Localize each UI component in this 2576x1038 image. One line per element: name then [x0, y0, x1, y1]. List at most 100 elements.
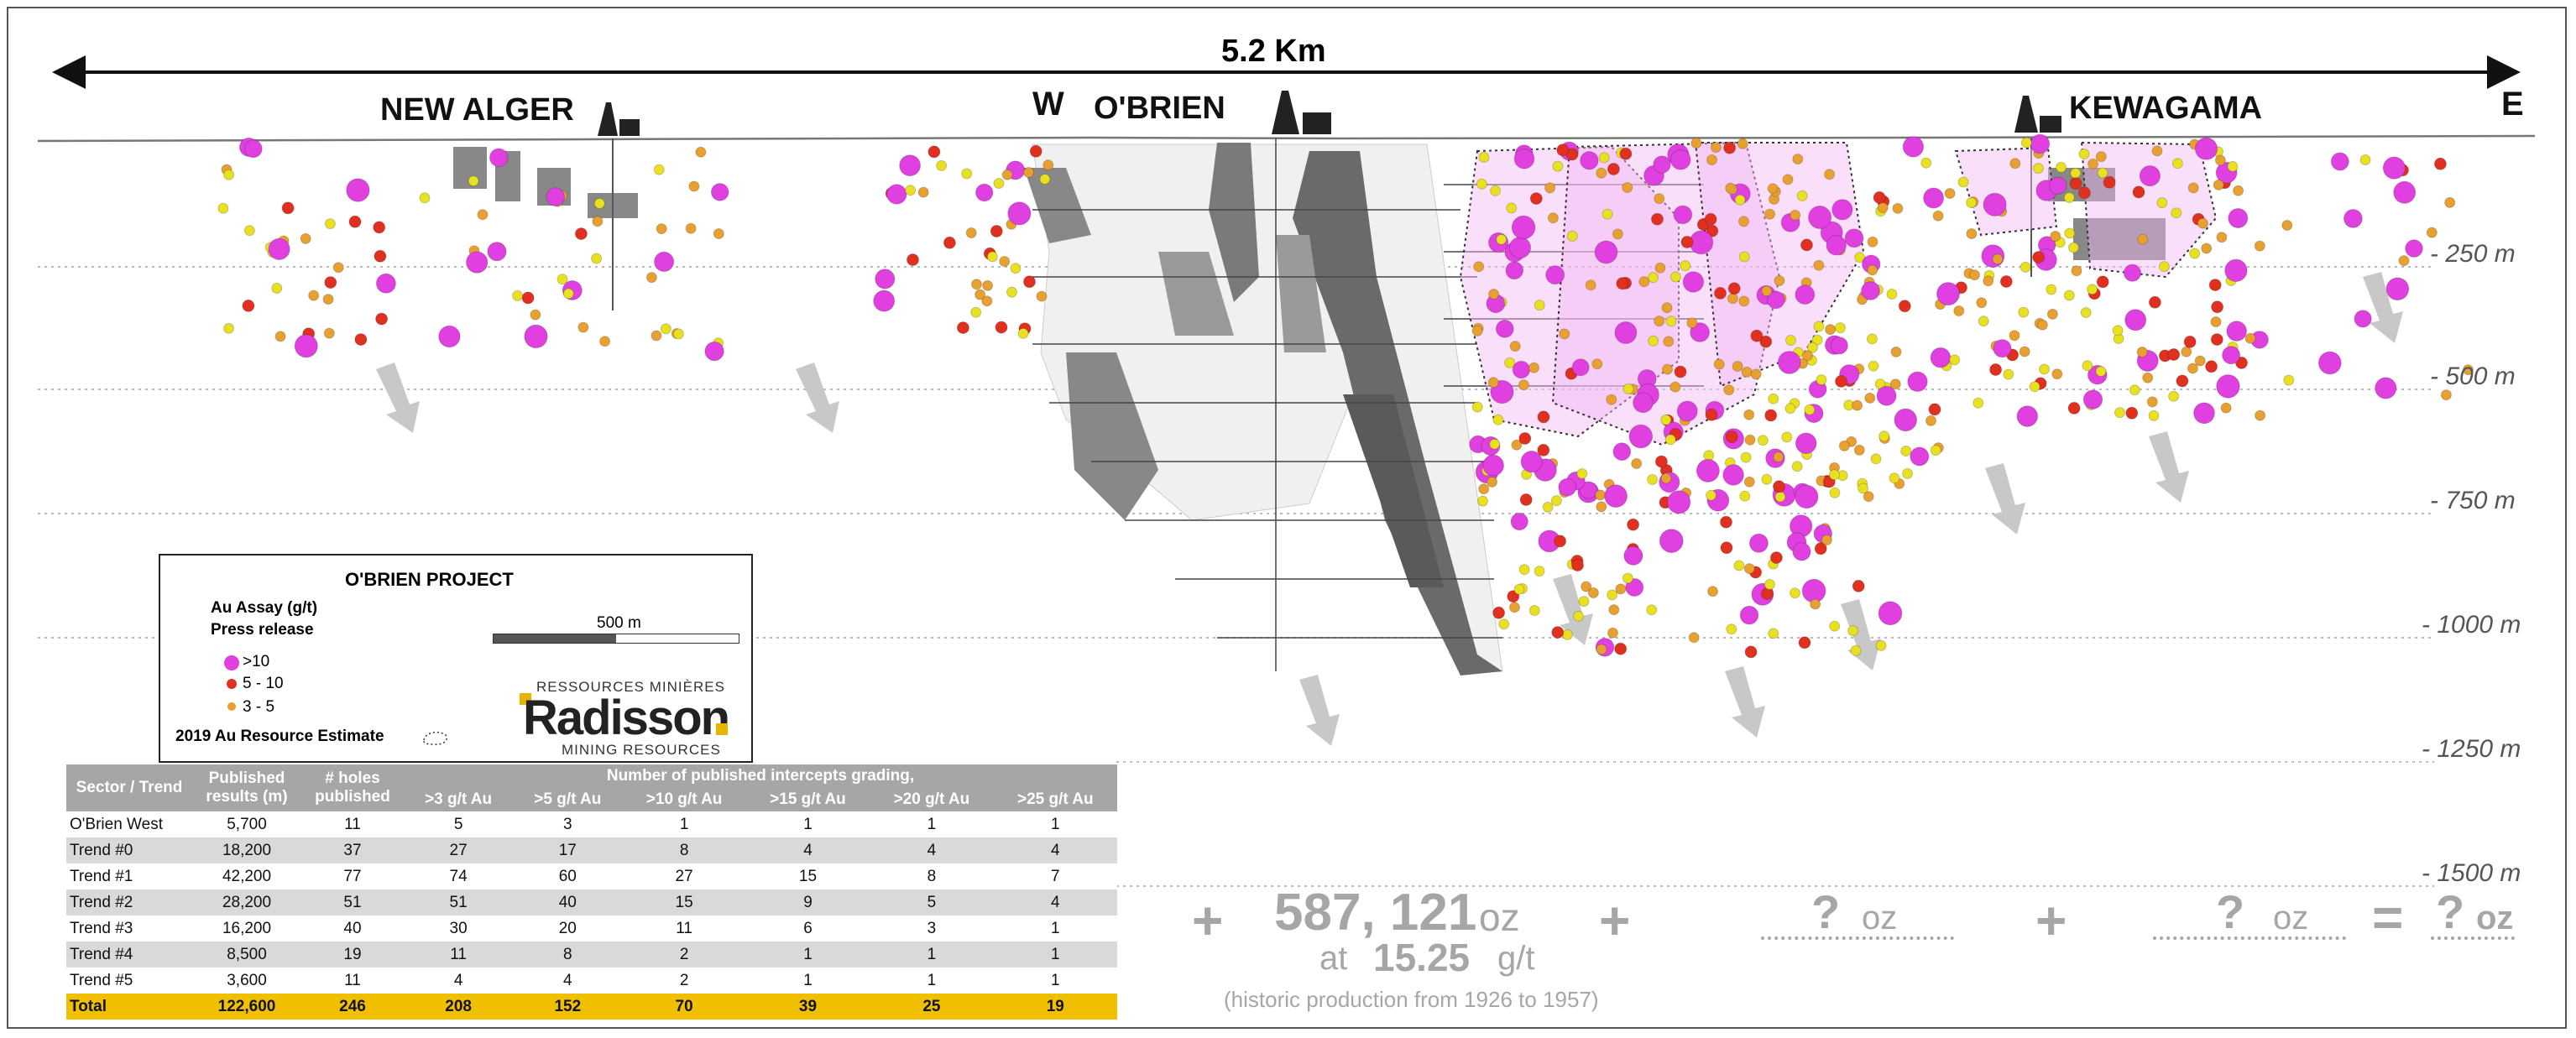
intercept-dot [577, 321, 589, 333]
intercept-dot [971, 279, 982, 290]
intercept-dot [2018, 306, 2030, 318]
intercept-dot [1777, 351, 1801, 374]
intercept-dot [1492, 414, 1504, 425]
intercept-dot [2114, 407, 2125, 419]
intercept-dot [1010, 263, 1022, 274]
intercept-dot [1680, 260, 1691, 272]
table-cell: 11 [301, 968, 404, 994]
table-cell: 1 [993, 942, 1117, 968]
intercept-dot [2171, 158, 2183, 170]
intercept-dot [2148, 409, 2160, 421]
intercept-dot [375, 312, 389, 326]
depth-label: - 1000 m [2422, 611, 2521, 639]
legend-resource-label: 2019 Au Resource Estimate [175, 728, 384, 745]
unknown-ounces: ? [1811, 885, 1841, 938]
direction-west-label: W [1032, 86, 1064, 123]
intercept-dot [1972, 397, 1984, 409]
intercept-dot [1638, 276, 1650, 288]
intercept-dot [1528, 605, 1540, 616]
logo-mark [520, 693, 531, 705]
intercept-dot [986, 251, 998, 263]
intercept-dot [2189, 248, 2201, 259]
intercept-dot [961, 168, 973, 180]
intercept-dot [2142, 372, 2154, 383]
intercept-dot [324, 276, 337, 289]
intercept-dot [521, 291, 535, 305]
intercept-dot [1870, 453, 1882, 465]
intercept-dot [1792, 542, 1811, 561]
intercept-dot [1510, 512, 1528, 531]
intercept-dot [2213, 179, 2224, 190]
intercept-dot [2151, 145, 2163, 157]
intercept-dot [1492, 606, 1506, 619]
intercept-dot [1669, 149, 1691, 170]
table-cell: 60 [513, 863, 623, 889]
intercept-dot [1686, 317, 1698, 329]
intercept-dot [1552, 160, 1564, 172]
intercept-dot [2009, 158, 2021, 170]
intercept-dot [2080, 307, 2092, 318]
intercept-dot [1482, 454, 1504, 477]
intercept-dot [653, 164, 665, 175]
intercept-dot [1764, 409, 1778, 422]
intercept-dot [332, 262, 344, 274]
mine-workings [1024, 143, 1503, 675]
intercept-dot [1720, 541, 1733, 555]
intercept-dot [1767, 290, 1785, 310]
intercept-dot [2405, 239, 2423, 258]
intercept-dot [1725, 182, 1737, 194]
intercept-dot [1743, 563, 1755, 575]
intercept-dot [1534, 566, 1545, 577]
intercept-dot [1898, 300, 1911, 313]
intercept-dot [1519, 493, 1533, 506]
legend-dot-high [224, 655, 239, 670]
intercept-dot [2210, 316, 2222, 327]
intercept-dot [1607, 163, 1620, 175]
intercept-dot [1580, 151, 1599, 170]
intercept-dot [1854, 252, 1866, 263]
intercept-dot [556, 274, 568, 285]
intercept-dot [419, 192, 431, 204]
intercept-dot [2343, 209, 2363, 228]
intercept-dot [1750, 368, 1762, 380]
table-cell: Trend #0 [66, 837, 192, 863]
intercept-dot [1547, 212, 1559, 224]
intercept-dot [1773, 451, 1784, 463]
intercept-dot [1825, 324, 1837, 336]
intercept-dot [1725, 430, 1738, 443]
intercept-dot [2097, 167, 2108, 179]
intercept-dot [1007, 201, 1032, 226]
intercept-dot [1654, 193, 1665, 205]
intercept-dot [1761, 285, 1773, 297]
intercept-dot [1743, 476, 1755, 488]
intercept-dot [645, 272, 657, 284]
table-cell: 20 [513, 915, 623, 942]
intercept-dot [2176, 374, 2189, 388]
table-cell: 15 [745, 863, 870, 889]
intercept-dot [593, 198, 605, 209]
intercept-dot [1768, 393, 1779, 404]
intercept-dot [2063, 289, 2075, 301]
intercept-dot [591, 253, 603, 264]
intercept-dot [1792, 154, 1804, 165]
intercept-dot [1682, 271, 1705, 293]
intercept-dot [1852, 579, 1865, 592]
intercept-dot [1696, 458, 1720, 482]
intercept-dot [1664, 434, 1676, 446]
intercept-dot [1992, 253, 2004, 265]
intercept-dot [2224, 258, 2248, 282]
intercept-dot [1654, 316, 1665, 327]
intercept-dot [2214, 154, 2226, 166]
intercept-dot [1713, 358, 1725, 370]
intercept-dot [1989, 363, 2003, 376]
intercept-dot [1478, 152, 1490, 163]
intercept-dot [927, 145, 941, 159]
legend-assay-label: Au Assay (g/t) [211, 599, 318, 617]
intercept-dot [2233, 185, 2244, 196]
table-cell: 27 [404, 837, 514, 863]
intercept-dot [1615, 583, 1627, 595]
intercept-dot [907, 253, 919, 267]
intercept-dot [1707, 586, 1718, 597]
table-cell: 51 [301, 889, 404, 915]
intercept-dot [1811, 334, 1823, 346]
